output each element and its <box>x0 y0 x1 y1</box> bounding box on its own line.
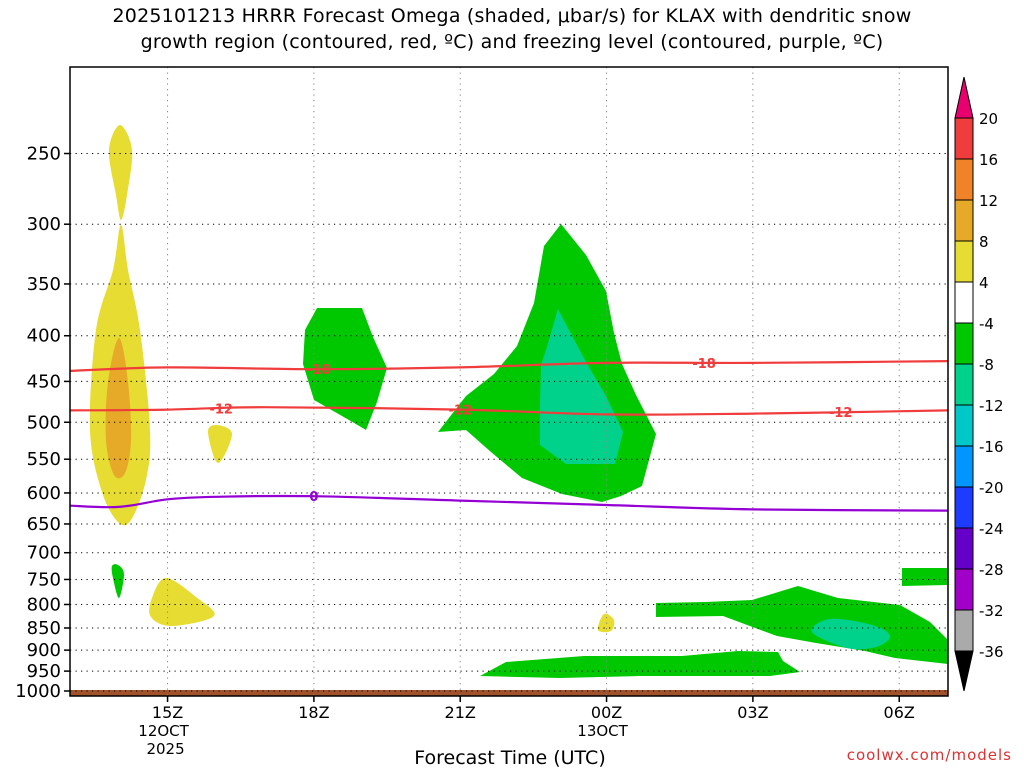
colorbar-box--20 <box>954 445 974 488</box>
colorbar-label: 20 <box>979 110 998 128</box>
colorbar: 20 16 12 8 4 -4 -8 -12 -16 -20 -24 -28 -32 -36 <box>954 76 1004 692</box>
colorbar-box--28 <box>954 527 974 570</box>
colorbar-box--16 <box>954 404 974 447</box>
y-tick-label: 800 <box>27 594 61 615</box>
y-tick-label: 650 <box>27 514 61 535</box>
y-tick-label: 300 <box>27 214 61 235</box>
colorbar-label: -12 <box>979 397 1004 415</box>
ascent-region-upper-left <box>108 125 133 220</box>
colorbar-label: -32 <box>979 602 1004 620</box>
x-tick-label: 06Z <box>884 703 915 722</box>
contour-label: -18 <box>307 363 331 378</box>
y-tick-label: 250 <box>27 144 61 165</box>
chart-title-line-1: 2025101213 HRRR Forecast Omega (shaded, … <box>112 5 912 27</box>
y-tick-label: 900 <box>27 640 61 661</box>
grid-lines <box>70 67 948 696</box>
colorbar-label: -28 <box>979 561 1004 579</box>
colorbar-box--24 <box>954 486 974 529</box>
x-tick-label: 18Z <box>298 703 329 722</box>
descent-core-lower-right <box>811 618 891 650</box>
ascent-region-core-left <box>105 338 132 479</box>
contour-label: -18 <box>692 357 716 372</box>
y-tick-label: 700 <box>27 543 61 564</box>
pressure-axis: 2503003504004505005506006507007508008509… <box>15 144 70 702</box>
y-tick-label: 500 <box>27 412 61 433</box>
x-tick-label: 03Z <box>737 703 768 722</box>
colorbar-box-12 <box>954 158 974 201</box>
colorbar-label: -36 <box>979 643 1004 661</box>
watermark: coolwx.com/models <box>847 746 1012 764</box>
contour-label: 0 <box>309 490 318 505</box>
colorbar-label: -20 <box>979 479 1004 497</box>
x-tick-date: 13OCT <box>577 722 628 740</box>
descent-region-lower-right <box>656 586 948 664</box>
y-tick-label: 950 <box>27 661 61 682</box>
colorbar-box-8 <box>954 199 974 242</box>
descent-region-right-edge <box>902 568 948 586</box>
y-tick-label: 750 <box>27 569 61 590</box>
y-tick-label: 1000 <box>15 681 61 702</box>
colorbar-label: 12 <box>979 192 998 210</box>
colorbar-box--8 <box>954 322 974 365</box>
y-tick-label: 550 <box>27 449 61 470</box>
ascent-region-low-left <box>149 577 215 627</box>
ground-layer <box>70 689 948 696</box>
colorbar-label: -24 <box>979 520 1004 538</box>
colorbar-box-4 <box>954 240 974 283</box>
colorbar-label: 16 <box>979 151 998 169</box>
colorbar-label: -4 <box>979 315 994 333</box>
y-tick-label: 350 <box>27 274 61 295</box>
colorbar-box--4 <box>954 281 974 324</box>
colorbar-under-triangle <box>954 650 974 692</box>
colorbar-box--12 <box>954 363 974 406</box>
x-tick-year: 2025 <box>146 740 184 758</box>
contour-label: -12 <box>829 406 853 421</box>
x-tick-label: 15Z <box>152 703 183 722</box>
descent-region-bottom <box>480 651 800 678</box>
ascent-region-small <box>207 424 233 464</box>
descent-region-small-left <box>111 564 125 599</box>
colorbar-label: -16 <box>979 438 1004 456</box>
colorbar-label: 8 <box>979 233 989 251</box>
x-tick-label: 00Z <box>591 703 622 722</box>
temperature-contours: -18 -18 -12 -12 -12 0 <box>70 357 948 512</box>
y-tick-label: 850 <box>27 618 61 639</box>
contour-label: -12 <box>209 402 233 417</box>
colorbar-label: 4 <box>979 274 989 292</box>
descent-core-center <box>540 309 623 464</box>
x-tick-date: 12OCT <box>138 722 189 740</box>
colorbar-over-triangle <box>954 76 974 119</box>
y-tick-label: 600 <box>27 483 61 504</box>
colorbar-label: -8 <box>979 356 994 374</box>
y-tick-label: 450 <box>27 371 61 392</box>
x-axis-label: Forecast Time (UTC) <box>414 747 605 768</box>
ground-surface <box>70 689 948 696</box>
y-tick-label: 400 <box>27 326 61 347</box>
colorbar-box-16 <box>954 117 974 160</box>
x-tick-label: 21Z <box>445 703 476 722</box>
colorbar-box--32 <box>954 568 974 611</box>
contour-line-0 <box>70 494 948 512</box>
contour-line--12 <box>70 406 948 416</box>
colorbar-box--36 <box>954 609 974 652</box>
contour-line--18 <box>70 360 948 372</box>
contour-label: -12 <box>448 404 472 419</box>
chart-title-line-2: growth region (contoured, red, ºC) and f… <box>140 31 884 53</box>
